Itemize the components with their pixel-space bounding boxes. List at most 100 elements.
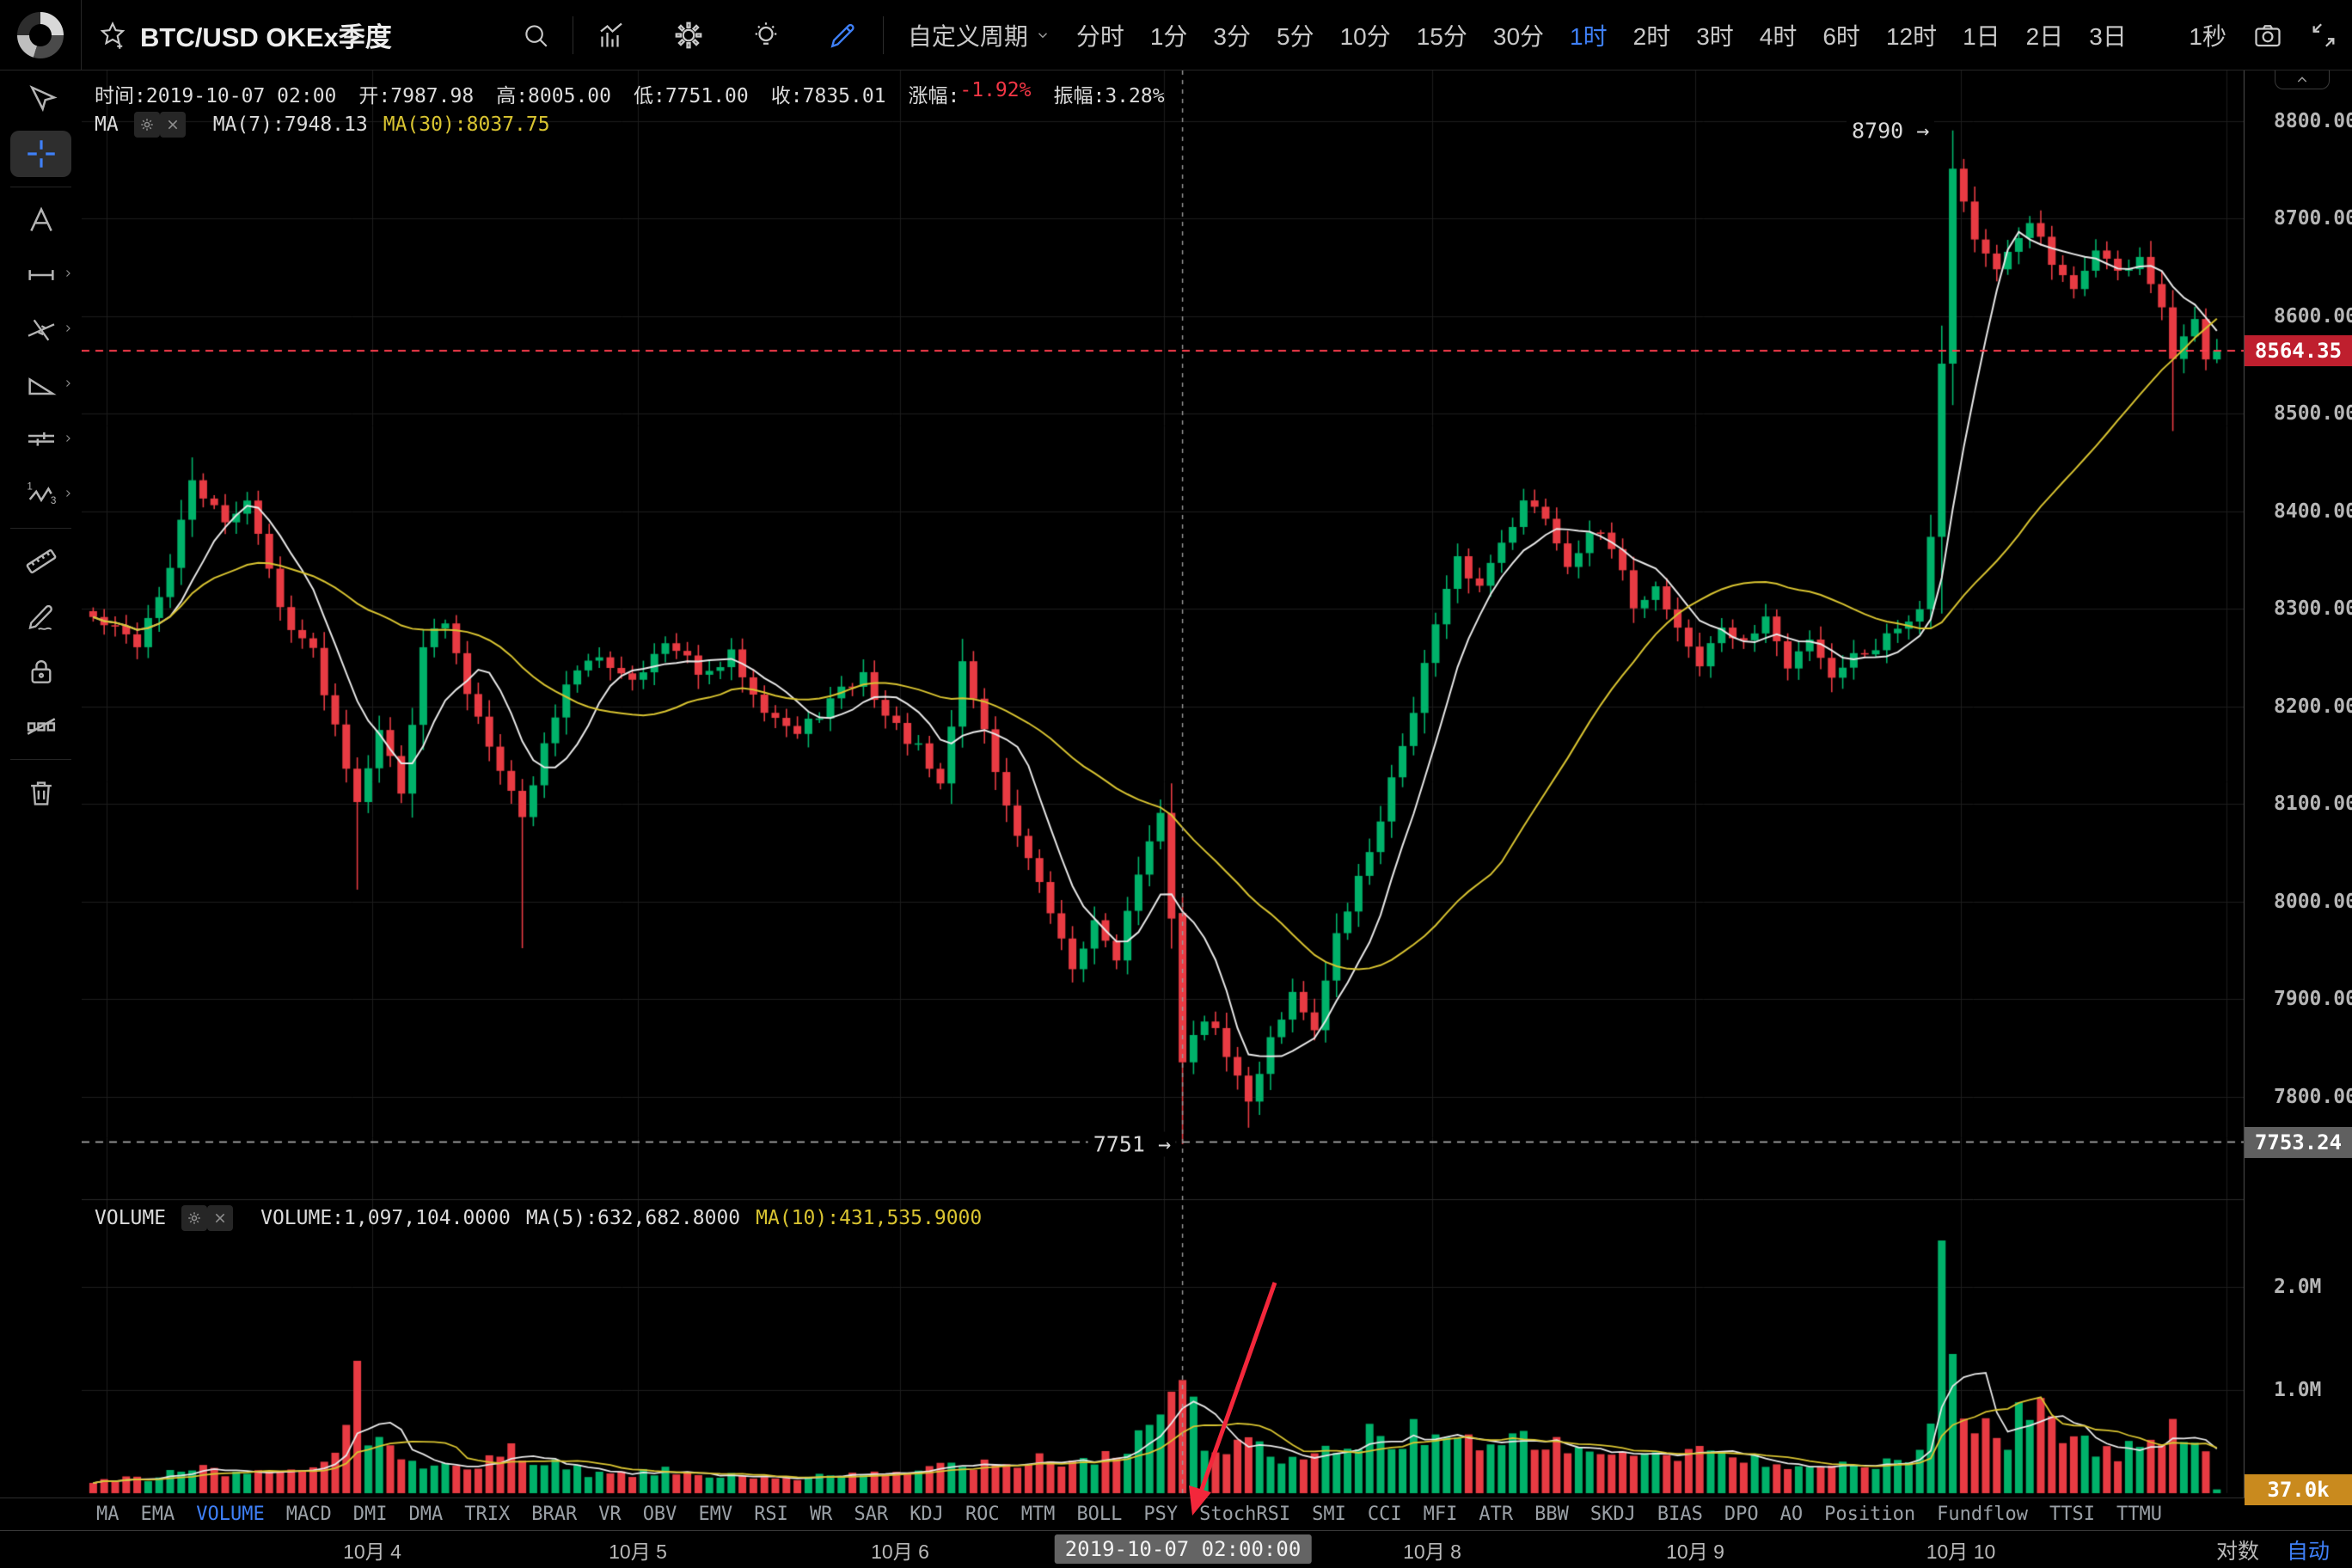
volume-tick-label: 1.0M <box>2274 1379 2322 1401</box>
draw-pencil-icon[interactable] <box>828 20 859 51</box>
indicator-tab-AO[interactable]: AO <box>1779 1504 1804 1525</box>
date-label: 10月 9 <box>1666 1540 1724 1563</box>
chart-style-icon[interactable] <box>596 20 627 51</box>
log-scale-toggle[interactable]: 对数 <box>2216 1539 2260 1564</box>
lock-icon <box>31 660 51 683</box>
timeframe-button-10分[interactable]: 10分 <box>1339 22 1391 50</box>
price-axis[interactable]: 8800.00 8700.00 8600.00 8500.00 8400.00 8300.… <box>2244 70 2352 1530</box>
indicator-tab-Position[interactable]: Position <box>1824 1504 1916 1525</box>
indicator-tab-BRAR[interactable]: BRAR <box>531 1504 578 1525</box>
indicator-tab-VOLUME[interactable]: VOLUME <box>196 1504 265 1525</box>
app-logo[interactable] <box>0 0 82 70</box>
timeframe-button-5分[interactable]: 5分 <box>1277 22 1314 50</box>
ma-close-button[interactable] <box>159 112 186 138</box>
timeframe-button-4时[interactable]: 4时 <box>1759 22 1798 50</box>
custom-period-dropdown[interactable]: 自定义周期 <box>908 18 1050 52</box>
timeframe-button-6时[interactable]: 6时 <box>1822 22 1860 50</box>
close-icon <box>168 119 177 130</box>
indicator-tab-MA[interactable]: MA <box>96 1504 119 1525</box>
collapse-toolbar-icon[interactable] <box>2309 21 2338 50</box>
indicator-tab-KDJ[interactable]: KDJ <box>910 1504 944 1525</box>
indicator-tab-TTSI[interactable]: TTSI <box>2049 1504 2096 1525</box>
last-volume-tag: 37.0k <box>2245 1473 2352 1505</box>
hide-drawings-tool[interactable] <box>0 699 82 754</box>
indicator-tab-SAR[interactable]: SAR <box>854 1504 889 1525</box>
lock-tool[interactable] <box>0 644 82 699</box>
timeframe-button-2日[interactable]: 2日 <box>2025 22 2064 50</box>
indicator-tab-PSY[interactable]: PSY <box>1143 1504 1179 1525</box>
theme-bulb-icon[interactable] <box>750 20 781 51</box>
volume-title: VOLUME <box>95 1207 167 1229</box>
indicator-tab-EMV[interactable]: EMV <box>698 1504 733 1525</box>
indicator-tab-CCI[interactable]: CCI <box>1367 1504 1402 1525</box>
indicator-tab-StochRSI[interactable]: StochRSI <box>1199 1504 1291 1525</box>
indicator-tab-MTM[interactable]: MTM <box>1020 1504 1056 1525</box>
text-tool[interactable] <box>0 193 82 248</box>
shape-tool[interactable] <box>0 358 82 413</box>
indicator-tab-ATR[interactable]: ATR <box>1479 1504 1514 1525</box>
timeframe-button-分时[interactable]: 分时 <box>1075 22 1124 50</box>
indicator-tab-TTMU[interactable]: TTMU <box>2116 1504 2163 1525</box>
indicator-tab-OBV[interactable]: OBV <box>642 1504 677 1525</box>
price-tick-label: 8300.00 <box>2274 597 2352 620</box>
favorite-star-icon[interactable] <box>97 20 128 51</box>
ohlc-change-value: -1.92% <box>959 79 1032 101</box>
axis-collapse-button[interactable] <box>2275 70 2330 89</box>
brush-tool[interactable] <box>0 589 82 644</box>
chevron-up-icon <box>2297 76 2307 83</box>
indicator-tab-BIAS[interactable]: BIAS <box>1657 1504 1703 1525</box>
svg-text:3: 3 <box>50 495 55 506</box>
indicator-tab-BBW[interactable]: BBW <box>1534 1504 1569 1525</box>
timeframe-1s[interactable]: 1秒 <box>2189 22 2226 50</box>
settings-gear-icon[interactable] <box>673 20 704 51</box>
timeframe-button-3日[interactable]: 3日 <box>2089 22 2127 50</box>
timeframe-button-2时[interactable]: 2时 <box>1632 22 1671 50</box>
symbol-title[interactable]: BTC/USD OKEx季度 <box>140 22 392 52</box>
indicator-tab-WR[interactable]: WR <box>809 1504 833 1525</box>
indicator-tab-BOLL[interactable]: BOLL <box>1076 1504 1123 1525</box>
indicator-tab-MACD[interactable]: MACD <box>285 1504 332 1525</box>
trend-lines-tool[interactable] <box>0 303 82 358</box>
indicator-tab-RSI[interactable]: RSI <box>754 1504 788 1525</box>
candlestick-chart[interactable] <box>82 70 2352 1530</box>
auto-scale-toggle[interactable]: 自动 <box>2287 1539 2331 1564</box>
crosshair-tool[interactable] <box>0 126 82 181</box>
pointer-tool[interactable] <box>0 71 82 126</box>
indicator-tab-DMA[interactable]: DMA <box>408 1504 444 1525</box>
indicator-tab-TRIX[interactable]: TRIX <box>464 1504 511 1525</box>
indicator-tab-DMI[interactable]: DMI <box>352 1504 388 1525</box>
top-toolbar: BTC/USD OKEx季度 自定义周期 分时 1分 3分 5分 10分 15分 30分 1时… <box>0 0 2352 70</box>
timeframe-button-3时[interactable]: 3时 <box>1696 22 1734 50</box>
line-segment-tool[interactable] <box>0 248 82 303</box>
crosshair-date-tag: 2019-10-07 02:00:00 <box>1054 1534 1312 1564</box>
triangle-icon <box>28 377 57 395</box>
ma-settings-button[interactable] <box>133 112 160 138</box>
indicator-tab-MFI[interactable]: MFI <box>1423 1504 1458 1525</box>
volume-settings-button[interactable] <box>181 1205 208 1231</box>
indicator-tab-ROC[interactable]: ROC <box>965 1504 1000 1525</box>
timeframe-button-1分[interactable]: 1分 <box>1149 22 1188 50</box>
date-axis[interactable]: 2019-10-07 02:00:00 对数 自动 10月 4 10月 5 10月 … <box>0 1530 2352 1568</box>
indicator-tab-SMI[interactable]: SMI <box>1312 1504 1346 1525</box>
indicator-tab-EMA[interactable]: EMA <box>140 1504 175 1525</box>
timeframe-button-1日[interactable]: 1日 <box>1963 22 2000 50</box>
trash-icon <box>30 781 52 805</box>
timeframe-button-12时[interactable]: 12时 <box>1885 22 1938 50</box>
indicator-tab-Fundflow[interactable]: Fundflow <box>1937 1504 2029 1525</box>
parallel-lines-tool[interactable] <box>0 413 82 468</box>
indicator-tab-VR[interactable]: VR <box>598 1504 622 1525</box>
camera-snapshot-icon[interactable] <box>2252 20 2283 51</box>
indicator-tab-DPO[interactable]: DPO <box>1724 1504 1759 1525</box>
timeframe-button-30分[interactable]: 30分 <box>1492 22 1545 50</box>
trash-tool[interactable] <box>0 765 82 820</box>
svg-text:1: 1 <box>27 481 32 492</box>
ruler-tool[interactable] <box>0 534 82 589</box>
timeframe-button-15分[interactable]: 15分 <box>1416 22 1467 50</box>
timeframe-button-3分[interactable]: 3分 <box>1213 22 1251 50</box>
volume-close-button[interactable] <box>207 1205 234 1231</box>
search-icon[interactable] <box>521 21 550 50</box>
indicator-tab-SKDJ[interactable]: SKDJ <box>1589 1504 1636 1525</box>
timeframe-button-1时[interactable]: 1时 <box>1570 22 1608 50</box>
volume-value: VOLUME:1,097,104.0000 <box>260 1207 511 1229</box>
